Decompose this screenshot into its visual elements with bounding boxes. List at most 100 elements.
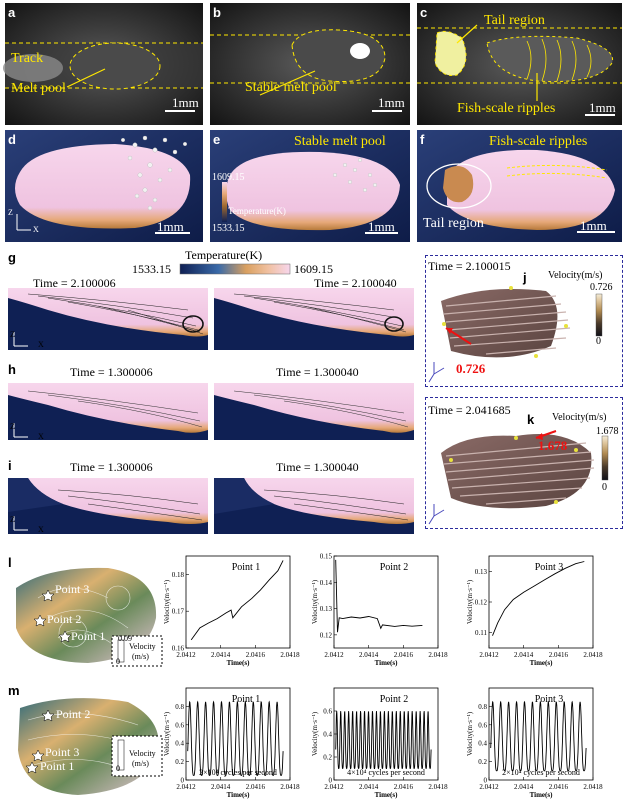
panel-m-map: Point 2 Point 3 Point 1 0 Velocity (m/s) (8, 690, 166, 800)
m-point3-xtick-label-1: 2.0414 (514, 783, 534, 791)
f-fish-scale-label: Fish-scale ripples (489, 134, 588, 149)
m-point3-title: Point 3 (535, 694, 564, 705)
l-point3-xtick-label-1: 2.0414 (514, 651, 534, 659)
l-point3-ytick-label-2: 0.13 (475, 568, 488, 576)
panel-e: e Stable melt pool 1609.15 Temperature(K… (210, 130, 410, 242)
k-vel-max: 1.678 (596, 426, 619, 437)
m-point1-ytick-label-4: 0.8 (175, 703, 184, 711)
f-tail-region-label: Tail region (423, 216, 484, 231)
panel-f-image (417, 130, 622, 242)
m-point1-xtick-label-3: 2.0418 (280, 783, 300, 791)
m-point3-xlabel: Time(s) (530, 791, 553, 799)
temp-bar-title: Temperature(K) (185, 248, 263, 262)
m-point3-xtick-label-0: 2.0412 (479, 783, 499, 791)
panel-d-axis-x: X (33, 225, 39, 234)
j-slabs (441, 286, 571, 358)
l-point1-xtick-label-3: 2.0418 (280, 651, 300, 659)
m-point-3: Point 3 (45, 745, 80, 759)
k-slabs (441, 434, 595, 509)
panel-f-label: f (420, 132, 425, 147)
panel-l-label: l (8, 555, 12, 570)
l-point2-ytick-label-1: 0.13 (320, 605, 333, 613)
panel-f: f Fish-scale ripples Tail region 1mm (417, 130, 622, 242)
e-temp-label: Temperature(K) (228, 206, 286, 216)
panel-g-label: g (8, 250, 16, 265)
chart-l-point2: 2.0412 2.0414 2.0416 2.0418 0.12 0.13 0.14 0.15… (311, 553, 448, 668)
l-point2-ylabel: Velocity(m·s⁻¹) (311, 579, 319, 624)
j-vel-min: 0 (596, 336, 601, 347)
panel-j-label: j (523, 270, 527, 285)
m-point1-xlabel: Time(s) (227, 791, 250, 799)
e-stable-melt-pool-label: Stable melt pool (294, 134, 386, 149)
panel-h-left: Time = 1.300006 (8, 365, 208, 440)
panel-d-scale: 1mm (157, 219, 184, 234)
m-point2-xtick-label-2: 2.0416 (394, 783, 414, 791)
m-point1-title: Point 1 (232, 694, 261, 705)
panel-h-label: h (8, 362, 16, 377)
m-point3-ytick-label-3: 0.6 (478, 721, 487, 729)
l-point2-xtick-label-3: 2.0418 (428, 651, 448, 659)
l-point2-xtick-label-0: 2.0412 (324, 651, 344, 659)
k-vel-min: 0 (602, 482, 607, 493)
panel-b-image (210, 3, 410, 125)
m-point3-series-line (490, 700, 587, 772)
l-point1-frame (185, 555, 291, 649)
m-point1-frame (185, 687, 291, 781)
stable-melt-pool-label: Stable melt pool (245, 80, 337, 95)
m-point1-xtick-label-2: 2.0416 (246, 783, 266, 791)
panel-f-scale: 1mm (580, 218, 607, 233)
panel-g-right: Time = 2.100040 (214, 276, 414, 350)
m-swirl-image (18, 698, 163, 795)
m-point2-series-line (335, 711, 432, 770)
temp-bar-max: 1609.15 (294, 262, 333, 276)
panel-d: d 1mm Z X (5, 130, 203, 242)
panel-g-left: Time = 2.100006 (8, 276, 208, 350)
panel-m-label: m (8, 683, 20, 698)
tail-region-label: Tail region (484, 13, 545, 28)
panel-e-image (210, 130, 410, 242)
m-point2-ylabel: Velocity(m·s⁻¹) (311, 711, 319, 756)
panel-a-scale: 1mm (172, 95, 199, 110)
l-point3-xtick-label-0: 2.0412 (479, 651, 499, 659)
i-left-image (8, 478, 208, 534)
m-point3-frame (488, 687, 594, 781)
m-point-1: Point 1 (40, 759, 75, 773)
m-point3-ylabel: Velocity(m·s⁻¹) (466, 711, 474, 756)
i-axis-x: X (38, 525, 44, 534)
panel-i-right: Time = 1.300040 (214, 460, 414, 534)
j-arrow-value: 0.726 (456, 361, 486, 376)
m-point1-xtick-label-0: 2.0412 (176, 783, 196, 791)
l-point3-ytick-label-0: 0.11 (475, 629, 487, 637)
l-point-3: Point 3 (55, 582, 90, 596)
panel-c: c Tail region Fish-scale ripples 1mm (417, 3, 622, 125)
l-point1-xlabel: Time(s) (227, 659, 250, 667)
g-axis-x: X (38, 340, 44, 349)
chart-m-point3: 2.0412 2.0414 2.0416 2.0418 0 0.2 0.4 0.6 0.8 Tim… (466, 687, 603, 799)
h-time-1: Time = 1.300006 (70, 365, 153, 379)
l-cb-max: 0.09 (118, 634, 132, 643)
j-vel-label: Velocity(m/s) (548, 270, 603, 281)
l-point1-ytick-label-0: 0.16 (172, 645, 185, 653)
m-point3-ytick-label-4: 0.8 (478, 703, 487, 711)
chart-l-point3: 2.0412 2.0414 2.0416 2.0418 0.11 0.12 0.13 Time… (466, 555, 603, 667)
m-cb-label-2: (m/s) (132, 759, 149, 768)
m-point1-ylabel: Velocity(m·s⁻¹) (163, 711, 171, 756)
panel-d-label: d (8, 132, 16, 147)
l-point1-xtick-label-2: 2.0416 (246, 651, 266, 659)
l-point1-xtick-label-0: 2.0412 (176, 651, 196, 659)
i-time-2: Time = 1.300040 (276, 460, 359, 474)
m-point2-xlabel: Time(s) (375, 791, 398, 799)
m-point2-xtick-label-1: 2.0414 (359, 783, 379, 791)
l-point3-series-line (492, 561, 585, 636)
h-right-image (214, 383, 414, 440)
panel-a-label: a (8, 5, 16, 20)
l-point3-xtick-label-2: 2.0416 (549, 651, 569, 659)
panel-a: a Track Melt pool 1mm (3, 3, 203, 125)
panel-b-label: b (213, 5, 221, 20)
m-point2-annotation: 4×10⁴ cycles per second (347, 768, 425, 777)
l-point2-ytick-label-0: 0.12 (320, 631, 333, 639)
m-point2-xtick-label-0: 2.0412 (324, 783, 344, 791)
l-point3-xtick-label-3: 2.0418 (583, 651, 603, 659)
l-point1-title: Point 1 (232, 562, 261, 573)
m-point1-ytick-label-3: 0.6 (175, 721, 184, 729)
